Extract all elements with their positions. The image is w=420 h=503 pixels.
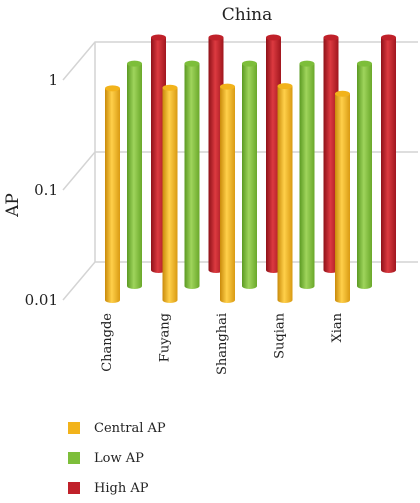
y-tick-labels: 0.01 0.1 1 [25, 71, 58, 309]
bar-low-ap-changde [127, 60, 142, 290]
legend-label-low-ap: Low AP [94, 450, 144, 466]
legend-item-low-ap: Low AP [68, 443, 268, 473]
chart-title: China [222, 5, 272, 25]
legend-swatch-low-ap [68, 452, 80, 464]
legend-label-high-ap: High AP [94, 480, 149, 496]
legend-label-central-ap: Central AP [94, 420, 166, 436]
x-tick-label-changde: Changde [100, 313, 115, 372]
x-tick-label-shanghai: Shanghai [215, 313, 230, 375]
legend-item-central-ap: Central AP [68, 413, 268, 443]
bar-high-ap-xian [381, 34, 396, 273]
bar-high-ap-fuyang [208, 34, 224, 273]
bar-central-ap-fuyang [162, 84, 178, 303]
chart-canvas: China AP 0.01 0.1 1 Changde Fuyang Shanghai S… [3, 5, 418, 375]
bar-low-ap-suqian [299, 60, 315, 290]
bar-central-ap-suqian [277, 83, 293, 303]
bar-high-ap-suqian [323, 34, 339, 273]
x-tick-label-suqian: Suqian [273, 312, 288, 359]
x-tick-labels: Changde Fuyang Shanghai Suqian Xian [100, 312, 345, 375]
legend-swatch-central-ap [68, 422, 80, 434]
x-tick-label-fuyang: Fuyang [158, 313, 173, 362]
bars-layer [105, 34, 396, 304]
y-tick-label-0: 0.01 [25, 291, 58, 309]
legend-item-high-ap: High AP [68, 473, 268, 503]
y-tick-label-2: 1 [48, 71, 58, 89]
bar-central-ap-shanghai [220, 83, 235, 303]
bar-central-ap-xian [335, 90, 350, 304]
x-tick-label-xian: Xian [330, 312, 345, 342]
bar-high-ap-shanghai [266, 34, 281, 273]
bar-low-ap-shanghai [242, 60, 257, 290]
bar-high-ap-changde [151, 34, 166, 273]
legend: Central AP Low AP High AP [68, 413, 268, 503]
bar-low-ap-fuyang [184, 60, 200, 290]
legend-swatch-high-ap [68, 482, 80, 494]
y-tick-label-1: 0.1 [34, 181, 58, 199]
bar-central-ap-changde [105, 85, 120, 303]
y-axis-label: AP [3, 193, 23, 218]
bar-low-ap-xian [357, 60, 372, 290]
